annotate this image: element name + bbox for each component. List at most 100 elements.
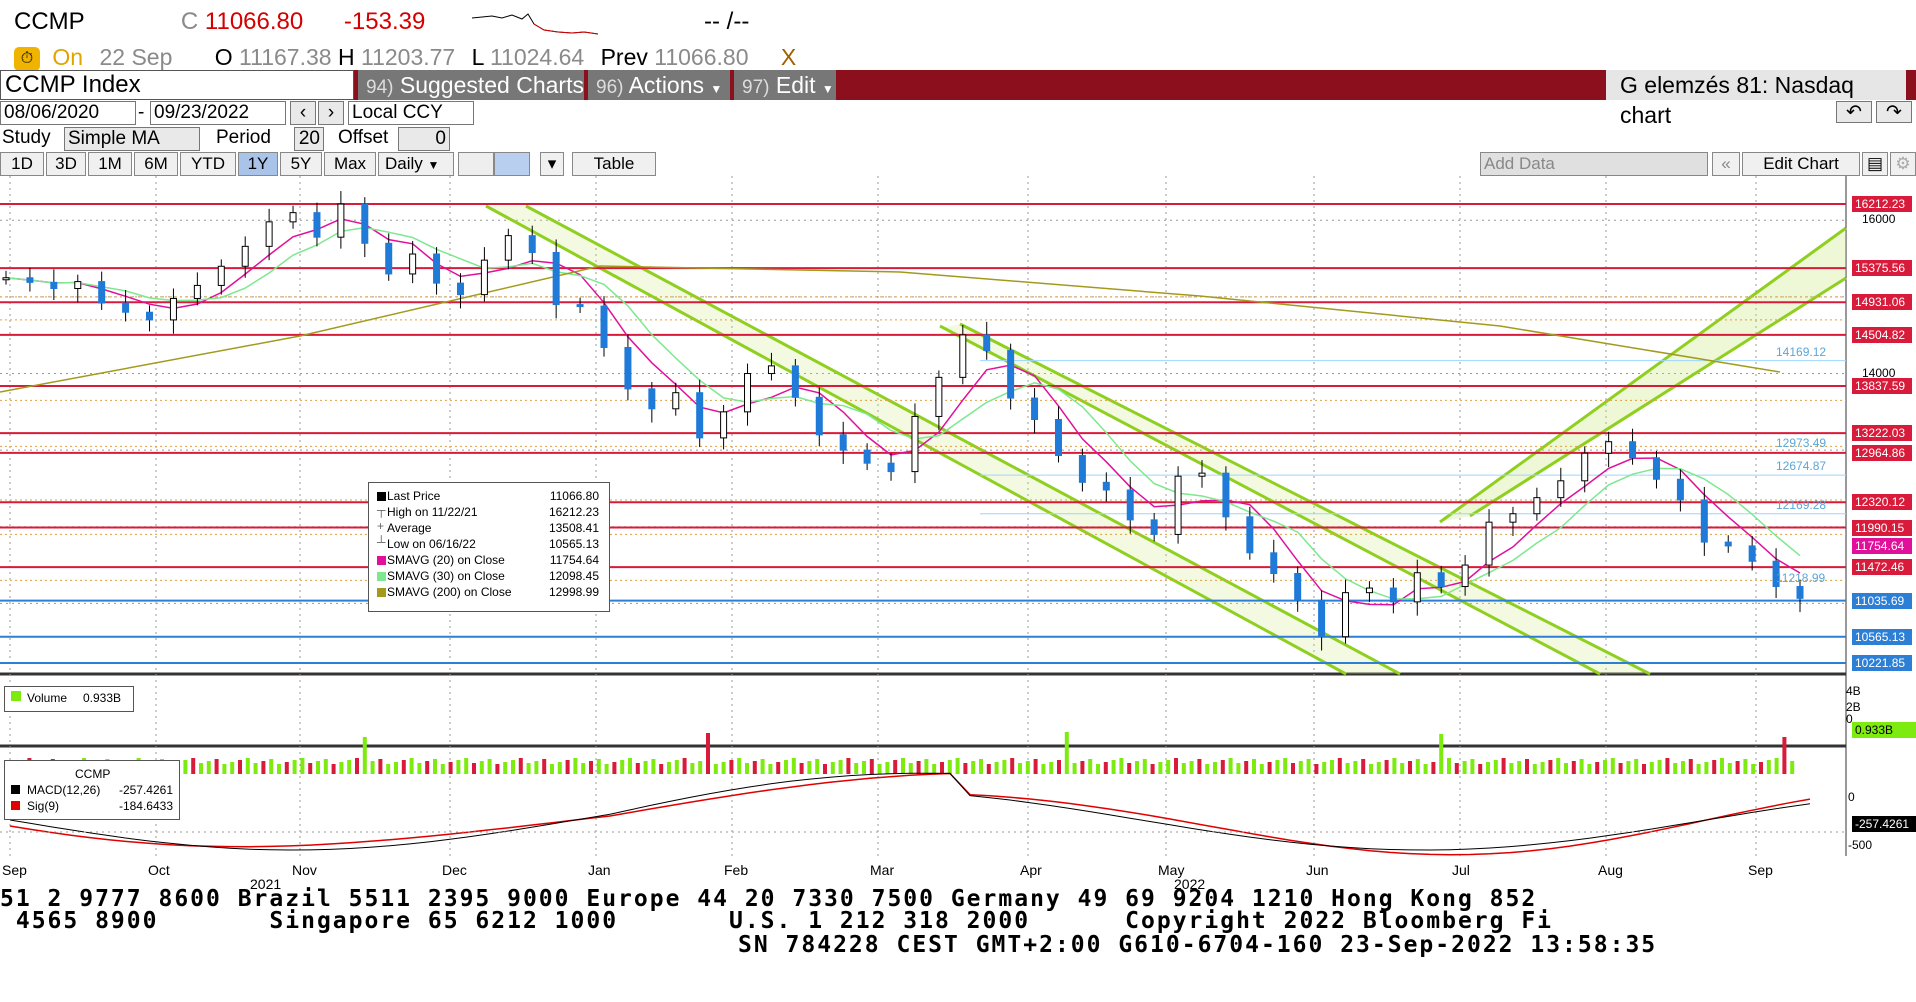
candle-body — [74, 281, 82, 289]
volume-bar — [308, 763, 313, 774]
quote-line: CCMP C 11066.80 -153.39 -- /-- — [14, 8, 749, 42]
candle-body — [1509, 513, 1517, 523]
candle-body — [1581, 452, 1589, 482]
study-select[interactable]: Simple MA — [64, 127, 200, 151]
volume-bar — [440, 764, 445, 774]
volume-bar — [682, 758, 687, 774]
legend-key: SMAVG (30) on Close — [387, 569, 505, 583]
candle-body — [2, 277, 10, 281]
month-label: Jul — [1452, 862, 1470, 878]
macd-tag: -257.4261 — [1852, 816, 1916, 832]
period-label: Period — [216, 127, 271, 148]
candle-body — [1246, 516, 1254, 554]
gear-icon[interactable]: ⚙ — [1890, 152, 1916, 176]
edit-tab[interactable]: 97) Edit ▼ — [734, 70, 836, 100]
suggested-charts-tab[interactable]: 94) Suggested Charts — [358, 70, 584, 100]
close-x-button[interactable]: X — [780, 44, 797, 70]
next-arrow-button[interactable]: › — [318, 101, 344, 125]
range-6m-button[interactable]: 6M — [134, 152, 178, 176]
volume-axis-tick: 4B — [1846, 684, 1861, 698]
collapse-icon[interactable]: « — [1712, 152, 1740, 176]
prev-arrow-button[interactable]: ‹ — [290, 101, 316, 125]
range-1d-button[interactable]: 1D — [0, 152, 44, 176]
volume-bar — [479, 761, 484, 774]
volume-bar — [596, 759, 601, 774]
add-data-input[interactable]: Add Data — [1480, 152, 1708, 176]
fib-level-label: 11218.99 — [1776, 570, 1826, 585]
volume-bar — [1735, 761, 1740, 774]
volume-bar — [1252, 759, 1256, 774]
range-max-button[interactable]: Max — [324, 152, 376, 176]
range-1y-button[interactable]: 1Y — [238, 152, 278, 176]
chart-type-dropdown[interactable]: ▾ — [540, 152, 564, 176]
candle-body — [1700, 499, 1708, 543]
open-value: 11167.38 — [239, 44, 332, 70]
volume-bar — [612, 762, 617, 774]
trend-channels — [485, 204, 1847, 676]
volume-bar — [1462, 761, 1467, 774]
volume-bar — [1509, 763, 1514, 774]
redo-icon[interactable]: ↷ — [1876, 101, 1912, 123]
volume-bar — [1696, 764, 1701, 774]
macd-value: -257.4261 — [118, 783, 173, 797]
volume-bar — [1166, 760, 1171, 774]
volume-axis: 4B 2B 0 — [1846, 684, 1861, 726]
month-label: Jun — [1306, 862, 1329, 878]
volume-bar — [643, 761, 648, 774]
range-3d-button[interactable]: 3D — [46, 152, 86, 176]
volume-bar — [1681, 761, 1685, 774]
line-chart-icon[interactable] — [458, 152, 494, 176]
volume-bar — [370, 761, 375, 774]
volume-bar — [1454, 763, 1459, 774]
range-5y-button[interactable]: 5Y — [280, 152, 322, 176]
volume-bar — [1525, 759, 1529, 774]
candle-body — [1724, 541, 1732, 547]
trend-channel — [940, 324, 1650, 674]
range-ytd-button[interactable]: YTD — [180, 152, 236, 176]
volume-bar — [417, 763, 422, 774]
candle-body — [193, 284, 201, 299]
resistance-tag: 13837.59 — [1852, 377, 1912, 394]
trend-line — [959, 322, 1651, 676]
candle-body — [1126, 489, 1134, 521]
volume-bar — [1673, 763, 1678, 774]
volume-bar — [1033, 759, 1038, 774]
currency-select[interactable]: Local CCY — [348, 101, 474, 125]
volume-bar — [1774, 758, 1779, 774]
volume-bar — [323, 759, 328, 774]
volume-bar — [885, 762, 890, 774]
table-button[interactable]: Table — [572, 152, 656, 176]
legend-swatch — [377, 588, 386, 597]
offset-field[interactable]: 0 — [398, 127, 450, 151]
volume-bar — [1142, 759, 1147, 774]
clock-icon[interactable]: ⏱ — [14, 46, 40, 71]
frequency-select[interactable]: Daily ▼ — [378, 152, 454, 176]
volume-bar — [1782, 737, 1787, 774]
actions-tab[interactable]: 96) Actions ▼ — [588, 70, 730, 100]
volume-bar — [214, 759, 219, 774]
volume-bar — [651, 759, 656, 774]
period-field[interactable]: 20 — [294, 127, 324, 151]
candle-body — [1413, 572, 1421, 603]
candle-body — [361, 203, 369, 244]
last-prefix: C — [180, 8, 199, 35]
volume-bar — [1205, 764, 1210, 774]
volume-bar — [1587, 764, 1592, 774]
candle-chart-icon[interactable] — [494, 152, 530, 176]
volume-bar — [1236, 763, 1241, 774]
candle-body — [1365, 587, 1373, 594]
candle-body — [1605, 441, 1613, 454]
sma20-tag: 11754.64 — [1852, 537, 1912, 554]
undo-icon[interactable]: ↶ — [1836, 101, 1872, 123]
volume-bar — [1025, 761, 1030, 774]
tab-number: 94) — [366, 77, 394, 98]
security-field[interactable]: CCMP Index — [0, 70, 354, 100]
volume-bar — [955, 758, 960, 774]
start-date-field[interactable]: 08/06/2020 — [0, 101, 136, 125]
low-label: L — [471, 44, 484, 70]
edit-chart-button[interactable]: Edit Chart — [1742, 152, 1860, 176]
chart-settings-icon[interactable]: ▤ — [1862, 152, 1888, 176]
end-date-field[interactable]: 09/23/2022 — [150, 101, 286, 125]
candle-body — [863, 449, 871, 464]
range-1m-button[interactable]: 1M — [88, 152, 132, 176]
